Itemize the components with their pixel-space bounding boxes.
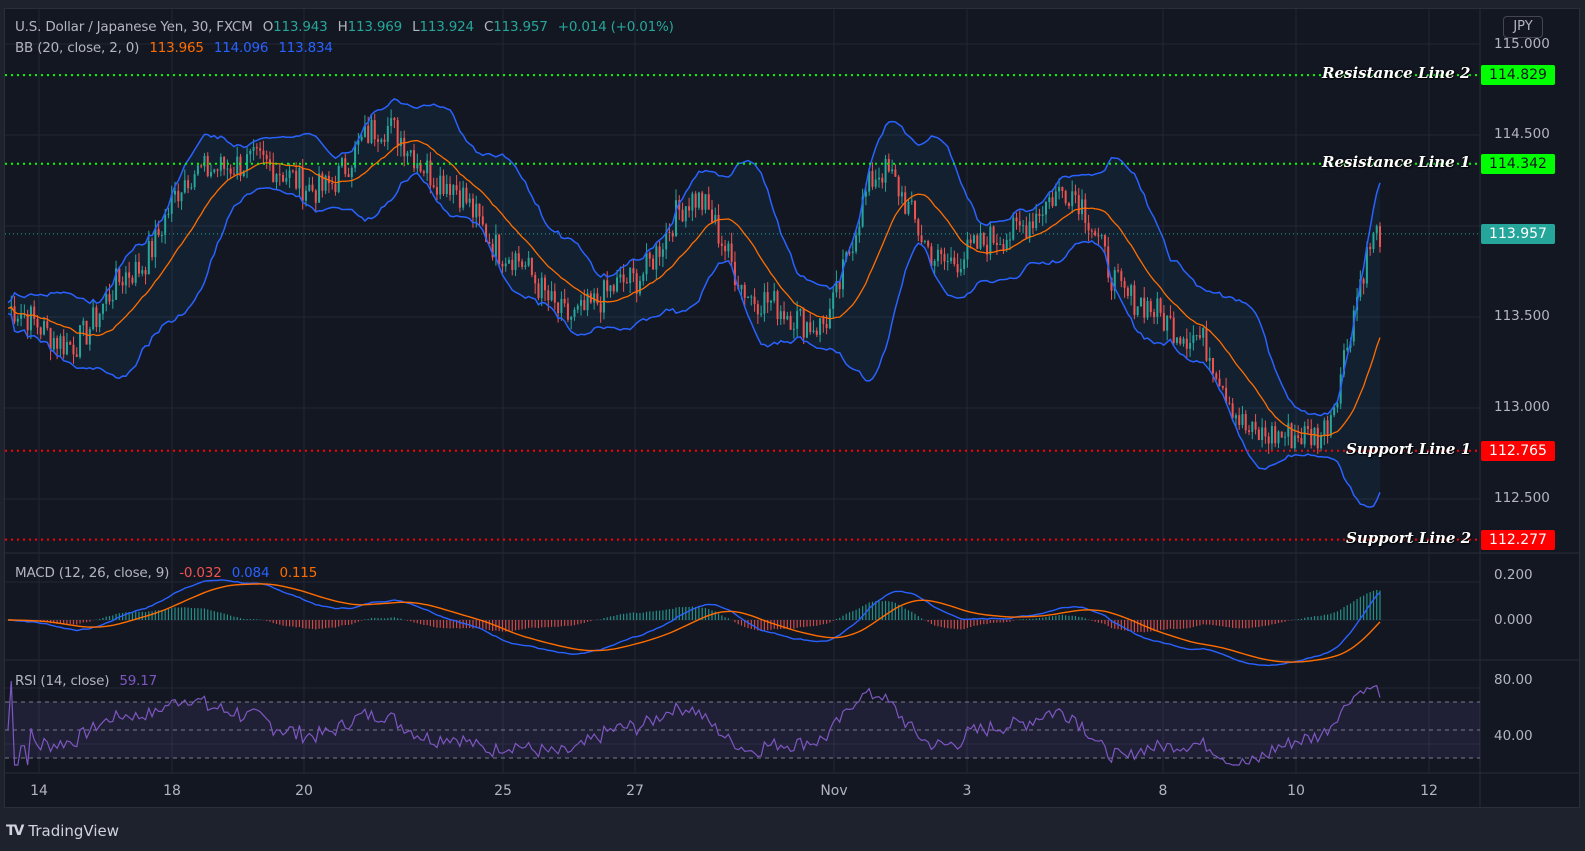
time-label-8: 8	[1158, 783, 1168, 799]
close-prefix: C	[484, 19, 494, 35]
tradingview-brand: TradingView	[28, 822, 120, 840]
price-label-114500: 114.500	[1494, 126, 1550, 142]
macd-label-0000: 0.000	[1494, 612, 1533, 628]
time-label-20: 20	[295, 783, 313, 799]
high-prefix: H	[337, 19, 348, 35]
change-value: +0.014 (+0.01%)	[557, 19, 674, 35]
symbol-title: U.S. Dollar / Japanese Yen, 30, FXCM	[15, 19, 253, 35]
currency-button[interactable]: JPY	[1503, 16, 1543, 38]
macd-signal-value: 0.115	[279, 565, 318, 581]
time-label-25: 25	[494, 783, 512, 799]
time-label-10: 10	[1287, 783, 1305, 799]
macd-label-0200: 0.200	[1494, 567, 1533, 583]
open-prefix: O	[262, 19, 274, 35]
macd-line-value: 0.084	[231, 565, 270, 581]
bb-label: BB (20, close, 2, 0)	[15, 40, 140, 56]
close-value: 113.957	[493, 19, 548, 35]
time-label-3: 3	[962, 783, 972, 799]
bb-legend[interactable]: BB (20, close, 2, 0) 113.965 114.096 113…	[15, 40, 339, 56]
rsi-label-40: 40.00	[1494, 728, 1533, 744]
macd-label: MACD (12, 26, close, 9)	[15, 565, 170, 581]
top-strip	[0, 0, 1585, 8]
tradingview-footer[interactable]: TV TradingView	[6, 822, 119, 840]
resistance-line-2-label[interactable]: Resistance Line 2	[1322, 64, 1471, 82]
time-label-27: 27	[626, 783, 644, 799]
time-label-18: 18	[163, 783, 181, 799]
price-label-113500: 113.500	[1494, 308, 1550, 324]
symbol-legend: U.S. Dollar / Japanese Yen, 30, FXCM O11…	[15, 19, 680, 35]
time-label-14: 14	[30, 783, 48, 799]
rsi-label: RSI (14, close)	[15, 673, 110, 689]
rsi-label-80: 80.00	[1494, 672, 1533, 688]
bb-upper-value: 114.096	[213, 40, 269, 56]
time-label-12: 12	[1420, 783, 1438, 799]
time-label-nov: Nov	[820, 783, 848, 799]
resistance-line-2-price-tag: 114.829	[1481, 65, 1555, 85]
high-value: 113.969	[347, 19, 403, 35]
support-line-2-price-tag: 112.277	[1481, 530, 1555, 550]
tradingview-logo-icon: TV	[6, 823, 24, 839]
macd-hist-value: -0.032	[179, 565, 222, 581]
bb-basis-value: 113.965	[149, 40, 204, 56]
bb-lower-value: 113.834	[278, 40, 333, 56]
low-value: 113.924	[419, 19, 474, 35]
rsi-legend[interactable]: RSI (14, close) 59.17	[15, 673, 163, 689]
macd-legend[interactable]: MACD (12, 26, close, 9) -0.032 0.084 0.1…	[15, 565, 323, 581]
price-label-113000: 113.000	[1494, 399, 1550, 415]
support-line-1-price-tag: 112.765	[1481, 441, 1555, 461]
current-price-tag: 113.957	[1481, 224, 1555, 244]
low-prefix: L	[412, 19, 420, 35]
resistance-line-1-price-tag: 114.342	[1481, 154, 1555, 174]
price-label-112500: 112.500	[1494, 490, 1550, 506]
support-line-1-label[interactable]: Support Line 1	[1346, 440, 1472, 458]
rsi-value: 59.17	[119, 673, 158, 689]
resistance-line-1-label[interactable]: Resistance Line 1	[1322, 153, 1471, 171]
support-line-2-label[interactable]: Support Line 2	[1346, 529, 1472, 547]
price-label-115000: 115.000	[1494, 36, 1550, 52]
open-value: 113.943	[273, 19, 328, 35]
